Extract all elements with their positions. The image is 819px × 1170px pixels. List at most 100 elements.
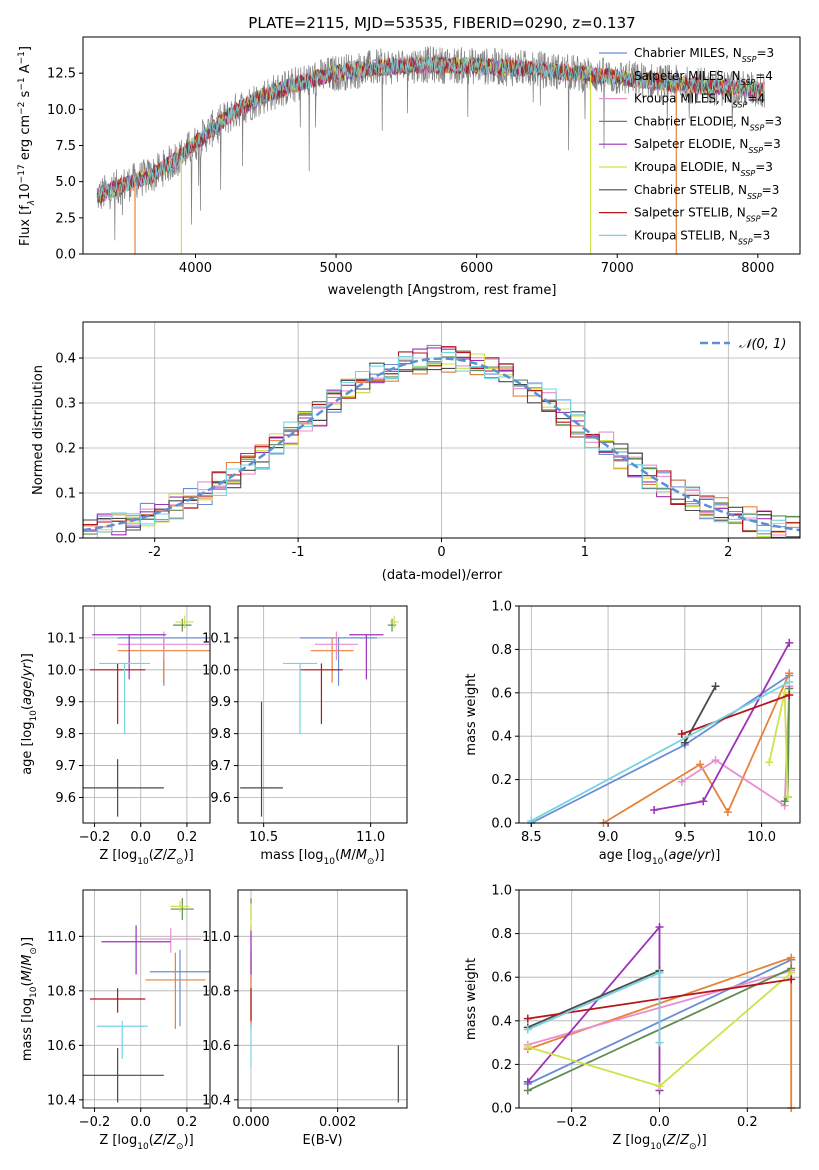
y-tick-label: 11.0	[47, 930, 76, 945]
x-tick-label: -1	[292, 545, 305, 560]
x-tick-label: 0.2	[177, 830, 198, 845]
age-vs-metallicity-panel: −0.2 0.0 0.2 9.6 9.7 9.8 9.9 10.0 10.1 Z [log10(Z…	[20, 605, 211, 867]
y-tick-label: 1.0	[491, 600, 512, 615]
weight-marker-salpeter_stelib	[785, 690, 794, 699]
weight-marker-kroupa_elodie	[655, 1082, 664, 1091]
y-tick-label: 0.4	[491, 730, 512, 745]
histogram-steps	[83, 344, 800, 538]
errorbar-chabrier_stelib	[83, 759, 164, 817]
x-tick-label: −0.2	[79, 1115, 111, 1130]
errorbar-salpeter_elodie	[349, 634, 384, 680]
x-tick-label: 5000	[320, 261, 353, 276]
y-tick-label: 0.1	[55, 487, 76, 502]
y-axis-label: Normed distribution	[31, 365, 46, 495]
x-tick-label: 9.0	[598, 830, 619, 845]
x-tick-label: 0.0	[130, 1115, 151, 1130]
y-tick-label: 0.3	[55, 397, 76, 412]
histogram-kroupa_stelib	[83, 351, 800, 538]
weight-marker-kroupa_miles	[677, 777, 686, 786]
weight-line-chabrier_stelib	[527, 969, 660, 1029]
y-tick-label: 7.5	[55, 139, 76, 154]
x-axis-label: Z [log10(Z/Z⊙)]	[612, 1133, 706, 1152]
y-tick-label: 0.0	[55, 248, 76, 263]
errorbar-kroupa_stelib	[99, 662, 150, 734]
x-axis-label: Z [log10(Z/Z⊙)]	[99, 848, 193, 867]
weight-vs-metallicity-panel: −0.2 0.0 0.2 0.0 0.2 0.4 0.6 0.8 1.0 Z [log10(Z/Z…	[464, 884, 801, 1152]
y-axis-label: mass [log10(M/M⊙)]	[20, 937, 39, 1061]
weight-marker-chabrier_elodie	[523, 1086, 532, 1095]
y-tick-label: 9.9	[210, 695, 231, 710]
errorbar-salpeter_miles	[145, 952, 206, 1029]
x-tick-label: 0.002	[319, 1115, 356, 1130]
y-tick-label: 10.1	[47, 631, 76, 646]
errorbar-kroupa_elodie	[175, 615, 194, 629]
errorbar-salpeter_elodie	[101, 925, 171, 975]
x-axis-label: mass [log10(M/M⊙)]	[260, 848, 384, 867]
spectrum-legend: Chabrier MILES, NSSP=3 Salpeter MILES, NS…	[599, 46, 782, 246]
gaussian-curve	[83, 357, 800, 532]
spectrum-traces	[96, 46, 766, 254]
legend-label-chabrier_elodie: Chabrier ELODIE, NSSP=3	[634, 114, 782, 131]
weight-marker-chabrier_elodie	[780, 797, 789, 806]
y-tick-label: 10.6	[47, 1039, 76, 1054]
x-axis-label: age [log10(age/yr)]	[599, 848, 721, 867]
model-spectrum-kroupa_stelib	[96, 56, 765, 200]
x-tick-label: 0.0	[130, 830, 151, 845]
age-vs-mass-panel: 10.5 11.0 9.6 9.7 9.8 9.9 10.0 10.1 mass [log10(…	[202, 605, 408, 867]
y-tick-label: 0.6	[491, 971, 512, 986]
weight-marker-kroupa_stelib	[523, 1025, 532, 1034]
axes-frame	[518, 605, 801, 824]
errorbar-salpeter_elodie	[92, 634, 167, 680]
weight-marker-salpeter_miles	[785, 669, 794, 678]
errorbar-points	[250, 898, 399, 1103]
legend-label-gaussian: 𝒩(0, 1)	[739, 337, 786, 352]
x-tick-label: 10.0	[747, 830, 776, 845]
y-tick-label: 2.5	[55, 211, 76, 226]
errorbar-kroupa_miles	[117, 631, 210, 661]
legend-label-chabrier_stelib: Chabrier STELIB, NSSP=3	[634, 183, 779, 201]
legend-label-salpeter_miles: Salpeter MILES, NSSP=4	[634, 69, 773, 87]
weight-line-kroupa_stelib	[530, 681, 790, 822]
weight-marker-kroupa_elodie	[780, 688, 789, 697]
weight-marker-salpeter_stelib	[523, 1014, 532, 1023]
y-tick-label: 10.8	[202, 984, 231, 999]
y-tick-label: 11.0	[202, 930, 231, 945]
y-tick-label: 9.6	[55, 791, 76, 806]
legend-label-salpeter_stelib: Salpeter STELIB, NSSP=2	[634, 206, 778, 224]
figure-title: PLATE=2115, MJD=53535, FIBERID=0290, z=0…	[248, 14, 635, 32]
errorbar-points	[240, 615, 399, 817]
legend-label-chabrier_miles: Chabrier MILES, NSSP=3	[634, 46, 774, 64]
x-tick-label: 0.2	[177, 1115, 198, 1130]
y-tick-label: 10.0	[47, 103, 76, 118]
weight-lines	[527, 638, 794, 827]
errorbar-chabrier_stelib	[83, 1048, 164, 1103]
y-tick-label: 0.2	[491, 773, 512, 788]
errorbar-salpeter_miles	[310, 637, 354, 683]
y-tick-label: 0.2	[491, 1058, 512, 1073]
weight-line-salpeter_elodie	[653, 642, 791, 811]
x-tick-label: 9.5	[674, 830, 695, 845]
y-tick-label: 0.8	[491, 927, 512, 942]
y-tick-label: 9.8	[55, 727, 76, 742]
x-axis-label: (data-model)/error	[382, 568, 503, 583]
weight-line-salpeter_miles	[603, 672, 791, 824]
y-tick-label: 0.2	[55, 442, 76, 457]
weight-marker-salpeter_miles	[723, 808, 732, 817]
mass-vs-metallicity-panel: −0.2 0.0 0.2 10.4 10.6 10.8 11.0 Z [log10(Z/Z⊙)…	[20, 889, 211, 1152]
errorbar-chabrier_stelib	[240, 701, 283, 817]
x-tick-label: 11.0	[356, 830, 385, 845]
y-axis-label: age [log10(age/yr)]	[20, 653, 39, 775]
weight-marker-salpeter_stelib	[787, 975, 796, 984]
weight-marker-salpeter_stelib	[677, 730, 686, 739]
weight-line-chabrier_stelib	[684, 685, 717, 744]
x-tick-label: -2	[148, 545, 161, 560]
x-tick-label: 4000	[179, 261, 212, 276]
x-tick-label: 8000	[741, 261, 774, 276]
weight-marker-kroupa_miles	[711, 756, 720, 765]
errorbar-chabrier_elodie	[387, 618, 397, 632]
weight-marker-kroupa_stelib	[655, 1038, 664, 1047]
errorbar-salpeter_stelib	[89, 663, 146, 725]
y-tick-label: 10.6	[202, 1039, 231, 1054]
weight-marker-chabrier_stelib	[711, 682, 720, 691]
